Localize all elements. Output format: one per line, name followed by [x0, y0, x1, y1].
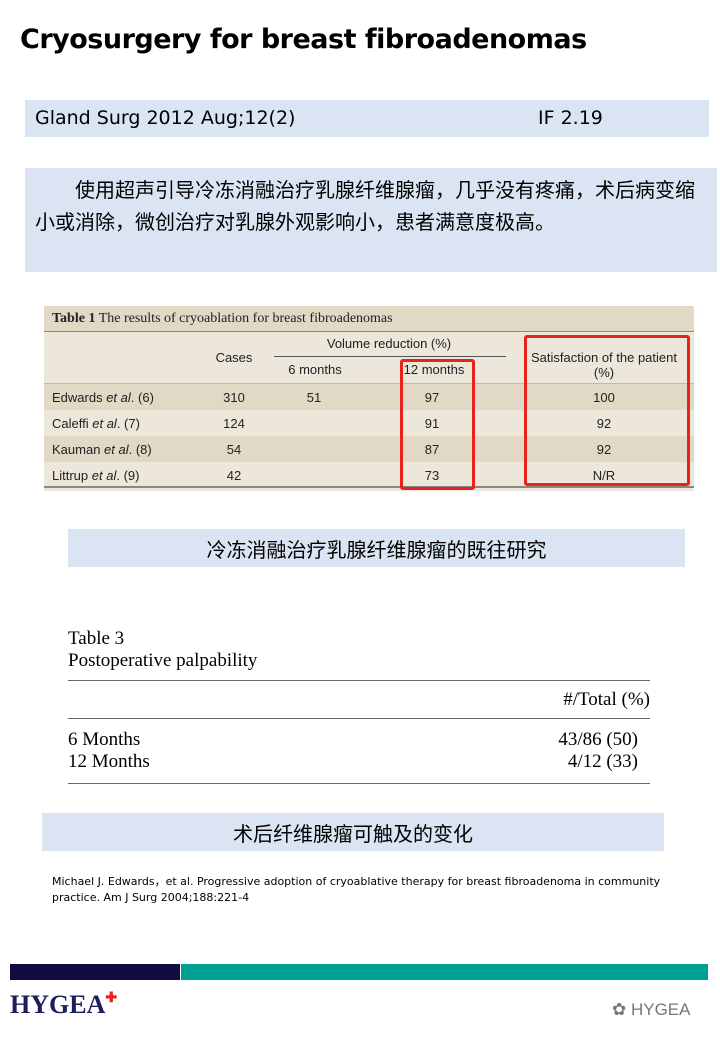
twelve-month: 91 — [424, 416, 440, 431]
table-row: 6 Months 43/86 (50) — [68, 729, 638, 750]
header-cases: Cases — [215, 350, 253, 365]
cases: 42 — [226, 468, 242, 483]
twelve-month: 87 — [424, 442, 440, 457]
table-row: Caleffi et al. (7) 124 91 92 — [44, 410, 694, 436]
page-title: Cryosurgery for breast fibroadenomas — [20, 24, 587, 55]
header-satisfaction: Satisfaction of the patient (%) — [531, 350, 677, 380]
table1-caption-cn: 冷冻消融治疗乳腺纤维腺瘤的既往研究 — [68, 529, 685, 567]
twelve-month: 97 — [424, 390, 440, 405]
table-row: Littrup et al. (9) 42 73 N/R — [44, 462, 694, 488]
author: Caleffi et al. (7) — [52, 416, 140, 431]
six-month: 51 — [306, 390, 322, 405]
reference: Michael J. Edwards，et al. Progressive ad… — [52, 875, 661, 904]
cross-icon: ✚ — [105, 991, 118, 1006]
footer-bar-teal — [181, 964, 708, 980]
wechat-icon: ✿ — [612, 1000, 631, 1019]
table-caption: Table 1 The results of cryoablation for … — [44, 306, 694, 332]
table-row: Edwards et al. (6) 310 51 97 100 — [44, 384, 694, 410]
header-volume: Volume reduction (%) — [326, 336, 452, 351]
cases: 310 — [223, 390, 245, 405]
cases: 54 — [226, 442, 242, 457]
satisfaction: 100 — [593, 390, 615, 405]
table-header: Cases Volume reduction (%) 6 months 12 m… — [44, 332, 694, 384]
results-table: Table 1 The results of cryoablation for … — [44, 306, 694, 491]
impact-factor: IF 2.19 — [538, 107, 603, 129]
highlight-12-months — [400, 359, 475, 490]
author: Edwards et al. (6) — [52, 390, 154, 405]
header-6-months: 6 months — [288, 362, 342, 377]
highlight-satisfaction — [524, 335, 690, 486]
footer-bar-navy — [10, 964, 180, 980]
table3-header: #/Total (%) — [68, 680, 650, 718]
author: Kauman et al. (8) — [52, 442, 152, 457]
table-row: Kauman et al. (8) 54 87 92 — [44, 436, 694, 462]
author: Littrup et al. (9) — [52, 468, 140, 483]
summary-text: 使用超声引导冷冻消融治疗乳腺纤维腺瘤，几乎没有疼痛，术后病变缩小或消除，微创治疗… — [25, 168, 717, 272]
palpability-table: Table 3 Postoperative palpability #/Tota… — [68, 628, 650, 784]
table3-caption-cn: 术后纤维腺瘤可触及的变化 — [42, 813, 664, 851]
satisfaction: 92 — [596, 416, 612, 431]
cases: 124 — [223, 416, 245, 431]
journal-citation: Gland Surg 2012 Aug;12(2) — [35, 107, 296, 129]
satisfaction: 92 — [596, 442, 612, 457]
twelve-month: 73 — [424, 468, 440, 483]
header-12-months: 12 months — [403, 362, 465, 377]
satisfaction: N/R — [592, 468, 616, 483]
table-row: 12 Months 4/12 (33) — [68, 751, 638, 772]
journal-banner: Gland Surg 2012 Aug;12(2) IF 2.19 — [25, 100, 709, 137]
table3-subtitle: Postoperative palpability — [68, 650, 258, 671]
hygea-logo: HYGEA✚ — [10, 990, 118, 1019]
watermark: ✿ HYGEA — [612, 1000, 691, 1019]
table3-title: Table 3 — [68, 628, 125, 649]
